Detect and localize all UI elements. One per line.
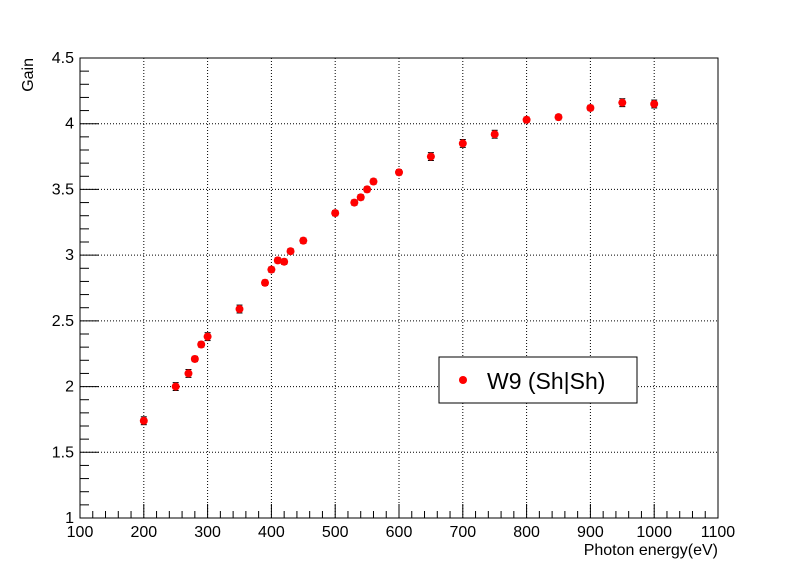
x-tick-label: 800 <box>513 524 540 541</box>
x-tick-label: 700 <box>449 524 476 541</box>
y-tick-label: 3 <box>65 247 74 264</box>
x-tick-label: 100 <box>67 524 94 541</box>
data-point <box>363 185 372 194</box>
x-axis-label: Photon energy(eV) <box>584 542 718 559</box>
data-points <box>139 98 659 425</box>
data-point <box>190 354 199 363</box>
data-point <box>522 115 531 124</box>
legend-box <box>438 356 638 404</box>
legend: W9 (Sh|Sh) <box>438 356 638 404</box>
y-tick-label: 2 <box>65 379 74 396</box>
y-tick-label: 1.5 <box>52 444 74 461</box>
data-point <box>267 265 276 274</box>
data-point <box>331 209 340 218</box>
x-tick-label: 500 <box>322 524 349 541</box>
data-point <box>273 256 282 265</box>
data-point <box>586 103 595 112</box>
y-axis-label: Gain <box>20 58 37 92</box>
data-point <box>618 98 627 107</box>
x-tick-label: 200 <box>130 524 157 541</box>
x-tick-label: 400 <box>258 524 285 541</box>
legend-entry-label: W9 (Sh|Sh) <box>487 368 605 394</box>
data-point <box>261 278 270 287</box>
data-point <box>650 100 659 108</box>
axis-ticks <box>79 57 719 519</box>
data-point <box>350 198 359 207</box>
data-point <box>369 177 378 186</box>
legend-marker <box>459 376 467 384</box>
y-tick-label: 2.5 <box>52 313 74 330</box>
data-point <box>203 332 212 341</box>
y-tick-label: 4.5 <box>52 50 74 67</box>
x-tick-label: 600 <box>386 524 413 541</box>
tick-labels: 100 200 300 400 500 600 700 800 900 1000 1100 1 1.5 2… <box>52 50 736 541</box>
data-point <box>458 139 467 148</box>
data-point <box>235 305 244 314</box>
data-point <box>554 113 563 122</box>
y-tick-label: 3.5 <box>52 181 74 198</box>
data-point <box>490 130 499 139</box>
data-point <box>139 416 148 425</box>
y-tick-label: 4 <box>65 116 74 133</box>
x-tick-label: 900 <box>577 524 604 541</box>
data-point <box>299 236 308 245</box>
data-point <box>280 257 289 266</box>
y-tick-label: 1 <box>65 510 74 527</box>
x-tick-label: 1100 <box>701 524 736 541</box>
x-tick-label: 1000 <box>636 524 672 541</box>
data-point <box>197 340 206 349</box>
data-point <box>184 369 193 378</box>
data-point <box>286 247 295 256</box>
data-point <box>395 168 403 177</box>
x-tick-label: 300 <box>194 524 221 541</box>
data-point <box>171 382 180 391</box>
data-point <box>426 152 435 161</box>
data-point <box>356 193 365 202</box>
